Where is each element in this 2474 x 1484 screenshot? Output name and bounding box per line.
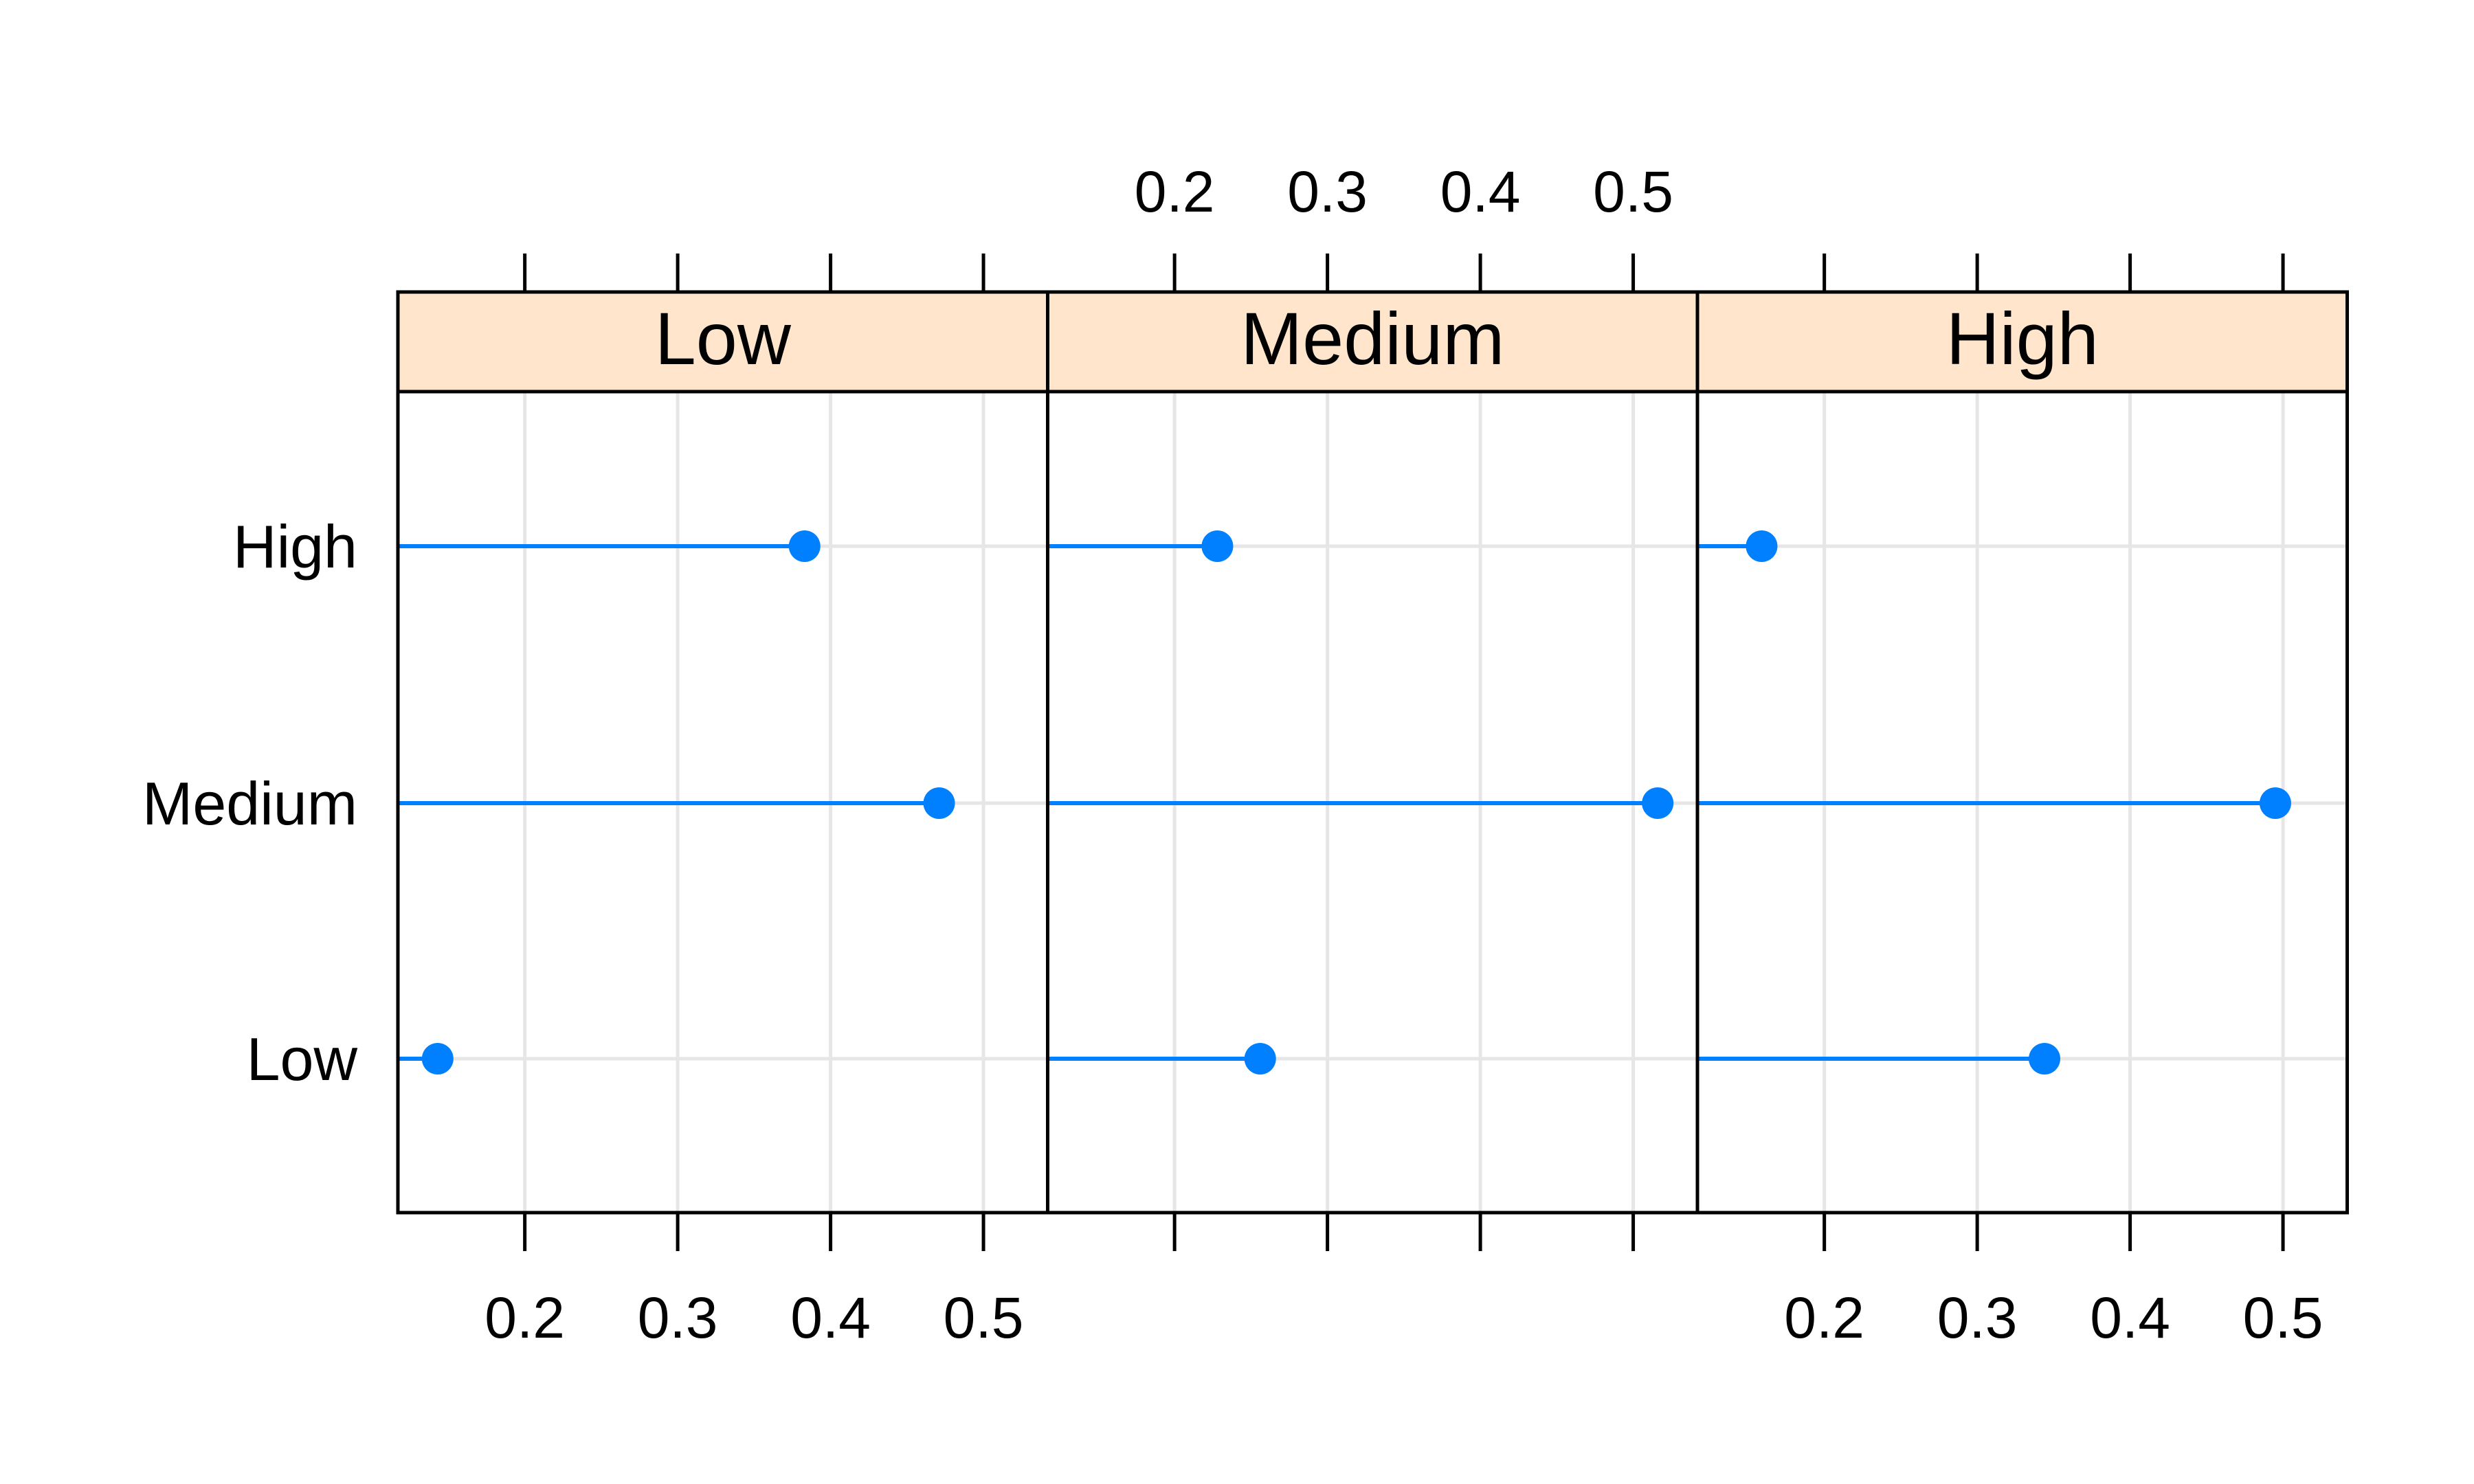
label-layer: 0.2 0.3 0.4 0.5 0.2 0.3 0.4 0.5 0.2 0.3 0.4 0.5 Low M… bbox=[142, 159, 2323, 1350]
data-point-low-high bbox=[788, 530, 821, 562]
x-tick-label-top: 0.3 bbox=[1287, 159, 1368, 224]
y-tick-label-medium: Medium bbox=[142, 769, 357, 837]
strip-label-high: High bbox=[1946, 297, 2099, 380]
line-layer bbox=[398, 544, 2275, 1061]
x-tick-label-bottom: 0.5 bbox=[944, 1285, 1024, 1350]
data-point-medium-high bbox=[1201, 530, 1234, 562]
x-tick-label-bottom: 0.4 bbox=[2090, 1285, 2170, 1350]
x-tick-label-bottom: 0.2 bbox=[484, 1285, 565, 1350]
strip-label-medium: Medium bbox=[1240, 297, 1504, 380]
x-tick-label-bottom: 0.5 bbox=[2243, 1285, 2323, 1350]
x-tick-label-top: 0.2 bbox=[1135, 159, 1215, 224]
x-tick-label-bottom: 0.4 bbox=[790, 1285, 871, 1350]
panel-frame-high bbox=[1695, 390, 2349, 1215]
data-point-high-low bbox=[2029, 1043, 2061, 1075]
strip-low bbox=[396, 290, 1049, 394]
x-tick-label-bottom: 0.3 bbox=[1937, 1285, 2018, 1350]
y-tick-label-low: Low bbox=[247, 1025, 358, 1093]
x-tick-label-top: 0.5 bbox=[1593, 159, 1673, 224]
point-layer bbox=[421, 530, 2291, 1075]
strip-label-low: Low bbox=[655, 297, 792, 380]
data-point-low-low bbox=[421, 1043, 454, 1075]
data-point-high-high bbox=[1746, 530, 1778, 562]
strip-high bbox=[1695, 290, 2349, 394]
tick-layer bbox=[523, 254, 2285, 1251]
data-point-low-medium bbox=[923, 787, 955, 819]
data-point-high-medium bbox=[2259, 787, 2291, 819]
y-tick-label-high: High bbox=[233, 513, 357, 581]
frame-layer bbox=[396, 390, 2349, 1215]
x-tick-label-bottom: 0.2 bbox=[1784, 1285, 1864, 1350]
data-point-medium-medium bbox=[1642, 787, 1674, 819]
strip-medium bbox=[1046, 290, 1700, 394]
strip-layer: Low Medium High bbox=[396, 290, 2349, 394]
x-tick-label-top: 0.4 bbox=[1440, 159, 1521, 224]
x-tick-label-bottom: 0.3 bbox=[638, 1285, 718, 1350]
data-point-medium-low bbox=[1244, 1043, 1276, 1075]
